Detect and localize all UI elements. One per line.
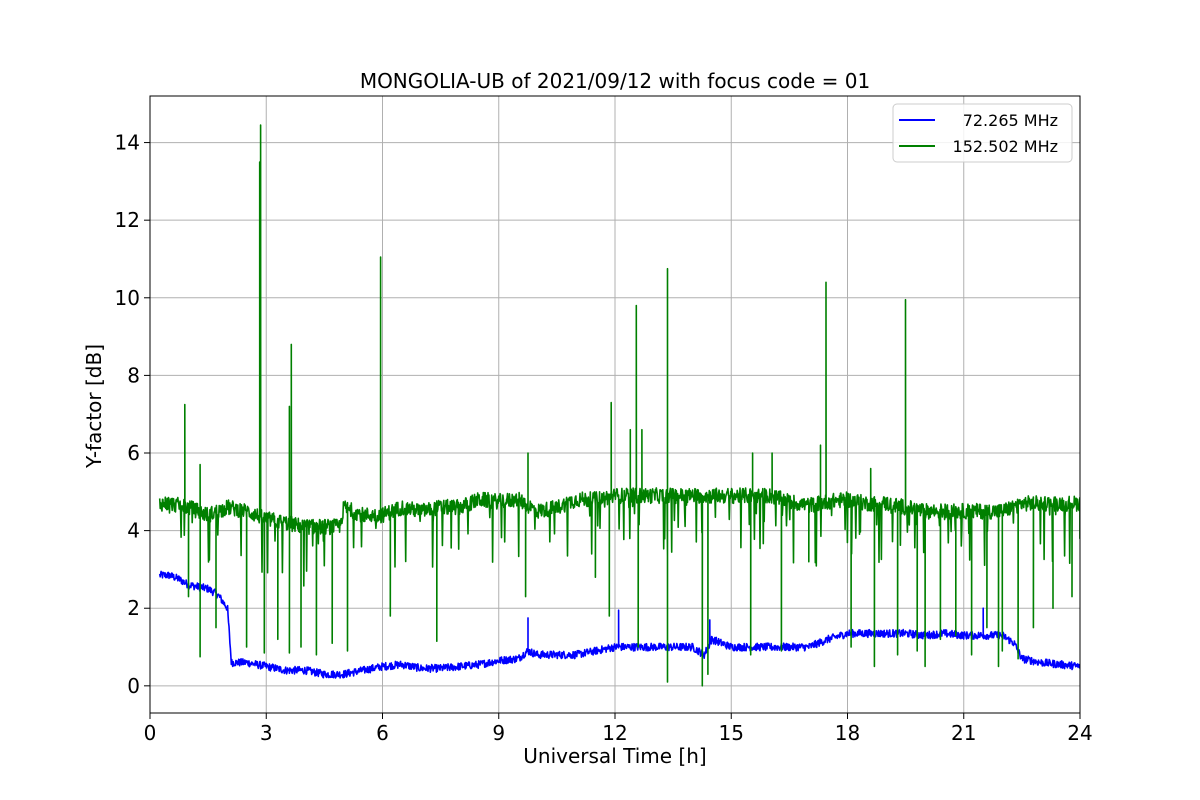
legend-label-1: 72.265 MHz xyxy=(963,111,1058,130)
legend-box xyxy=(892,103,1073,163)
x-tick-label: 12 xyxy=(602,721,627,745)
chart-title: MONGOLIA-UB of 2021/09/12 with focus cod… xyxy=(360,69,870,93)
y-axis-ticks: 0 2 4 6 8 10 12 14 xyxy=(115,131,150,698)
x-tick-label: 21 xyxy=(951,721,976,745)
y-axis-label: Y-factor [dB] xyxy=(82,344,106,469)
y-tick-label: 0 xyxy=(127,674,140,698)
x-tick-label: 18 xyxy=(835,721,860,745)
series-line-1 xyxy=(158,570,1080,679)
legend: 72.265 MHz 152.502 MHz xyxy=(892,103,1073,163)
y-tick-label: 8 xyxy=(127,363,140,387)
y-tick-label: 6 xyxy=(127,441,140,465)
x-tick-label: 0 xyxy=(144,721,157,745)
x-axis-ticks: 0 3 6 9 12 15 18 21 24 xyxy=(144,713,1093,745)
plot-area xyxy=(158,124,1080,687)
y-tick-label: 10 xyxy=(115,286,140,310)
y-tick-label: 4 xyxy=(127,519,140,543)
x-tick-label: 9 xyxy=(492,721,505,745)
y-tick-label: 2 xyxy=(127,596,140,620)
legend-label-2: 152.502 MHz xyxy=(953,137,1058,156)
x-axis-label: Universal Time [h] xyxy=(523,744,706,768)
series-line-2 xyxy=(158,124,1080,687)
y-tick-label: 14 xyxy=(115,131,140,155)
x-tick-label: 3 xyxy=(260,721,273,745)
y-tick-label: 12 xyxy=(115,208,140,232)
x-tick-label: 15 xyxy=(719,721,744,745)
x-tick-label: 24 xyxy=(1067,721,1092,745)
x-tick-label: 6 xyxy=(376,721,389,745)
